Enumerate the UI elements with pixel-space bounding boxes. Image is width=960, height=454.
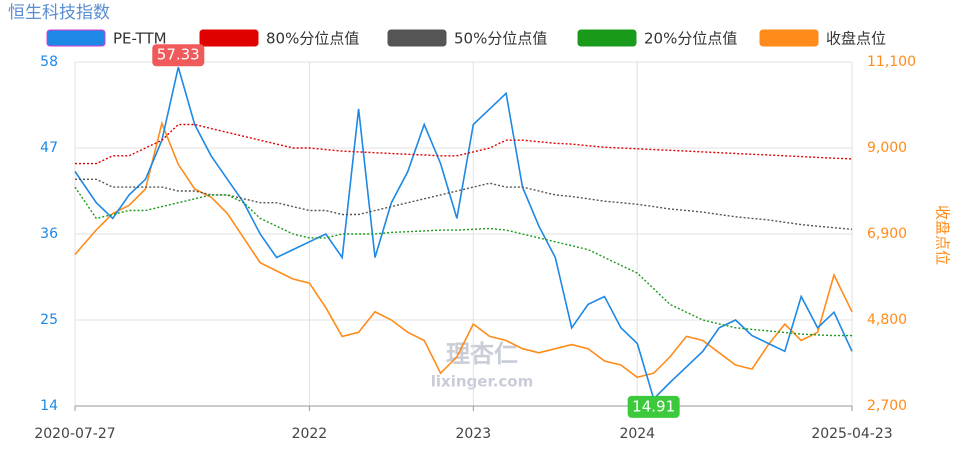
legend-swatch	[759, 29, 819, 47]
y-tick-label: 14	[40, 398, 58, 414]
legend-swatch	[577, 29, 637, 47]
series-line	[74, 66, 853, 401]
watermark: lixinger.com	[431, 373, 533, 391]
annotation-box	[627, 395, 680, 418]
legend-label: 50%分位点值	[454, 30, 547, 48]
annotation-label: 14.91	[632, 397, 675, 415]
x-tick-label: 2022	[292, 426, 328, 442]
x-tick-label: 2024	[619, 426, 655, 442]
series-line	[75, 178, 853, 230]
chart-title: 恒生科技指数	[8, 3, 110, 23]
legend-swatch	[199, 29, 259, 47]
y-tick-label: 47	[40, 140, 58, 156]
x-tick-label: 2025-04-23	[811, 426, 892, 442]
y2-axis-title: 收盘点位	[934, 205, 952, 265]
legend-label: 80%分位点值	[266, 30, 359, 48]
y2-tick-label: 4,800	[867, 312, 907, 328]
legend-swatch	[46, 29, 106, 47]
y2-tick-label: 11,100	[867, 54, 916, 70]
watermark: 理杏仁	[446, 340, 518, 368]
y-tick-label: 58	[40, 54, 58, 70]
annotation-box	[152, 44, 205, 67]
legend-label: 20%分位点值	[644, 30, 737, 48]
y2-tick-label: 2,700	[867, 398, 907, 414]
series-line	[74, 186, 852, 337]
y2-tick-label: 6,900	[867, 226, 907, 242]
y-tick-label: 36	[40, 226, 58, 242]
legend-swatch	[387, 29, 447, 47]
legend-label: 收盘点位	[826, 30, 886, 48]
legend-label: PE-TTM	[113, 30, 167, 48]
annotation-label: 57.33	[157, 46, 200, 64]
series-line	[75, 123, 853, 165]
y-tick-label: 25	[40, 312, 58, 328]
x-tick-label: 2023	[456, 426, 492, 442]
y2-tick-label: 9,000	[867, 140, 907, 156]
x-tick-label: 2020-07-27	[34, 426, 115, 442]
